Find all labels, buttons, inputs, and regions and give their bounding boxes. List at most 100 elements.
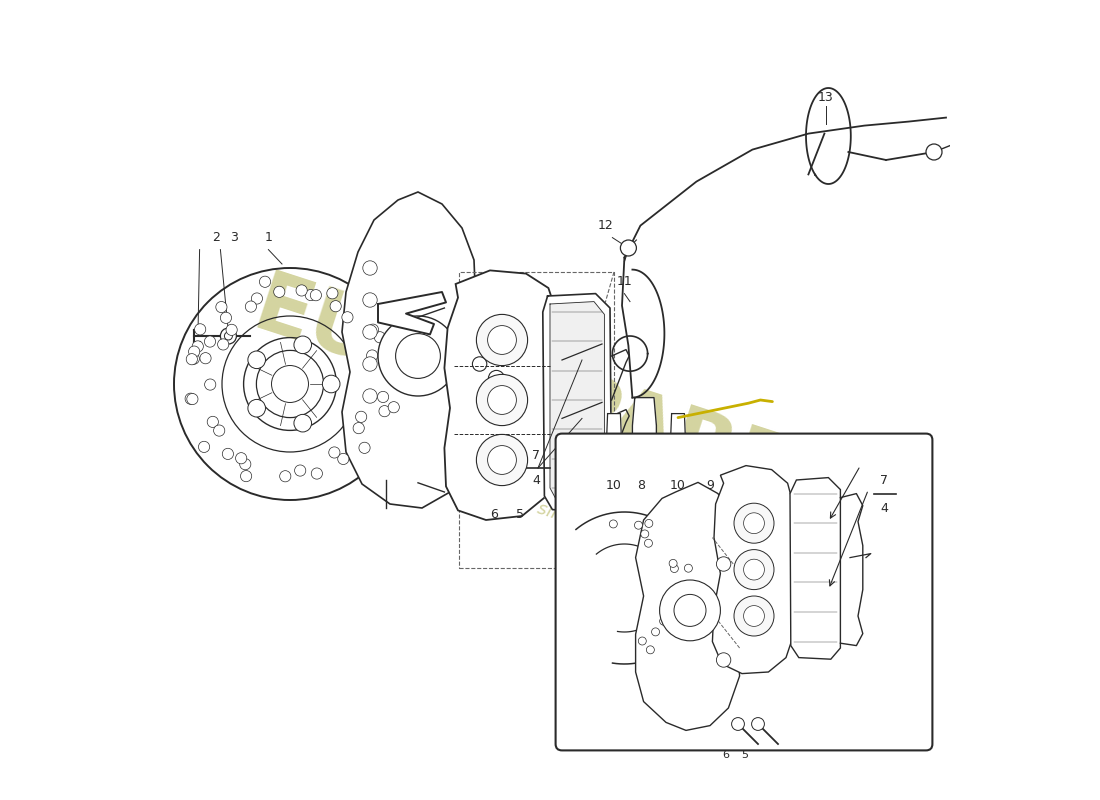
Circle shape [684, 564, 692, 572]
Circle shape [187, 394, 198, 405]
Circle shape [647, 646, 654, 654]
Circle shape [363, 357, 377, 371]
Text: 3: 3 [230, 231, 238, 244]
Circle shape [363, 389, 377, 403]
Circle shape [310, 290, 321, 301]
Circle shape [638, 637, 647, 645]
Circle shape [396, 334, 440, 378]
Text: 4: 4 [532, 474, 540, 486]
Circle shape [732, 718, 745, 730]
Circle shape [260, 276, 271, 287]
Circle shape [188, 346, 200, 358]
Text: 2: 2 [211, 231, 220, 244]
Circle shape [476, 374, 528, 426]
Circle shape [669, 559, 678, 567]
Circle shape [205, 336, 216, 347]
Circle shape [363, 261, 377, 275]
Circle shape [248, 399, 265, 417]
Circle shape [216, 302, 227, 313]
Text: 11: 11 [616, 275, 632, 288]
Circle shape [680, 606, 688, 614]
Circle shape [637, 434, 652, 450]
Circle shape [679, 605, 686, 613]
Circle shape [198, 442, 210, 453]
Circle shape [251, 293, 263, 304]
Polygon shape [606, 414, 621, 454]
Circle shape [311, 468, 322, 479]
Circle shape [388, 402, 399, 413]
Circle shape [241, 470, 252, 482]
Circle shape [222, 448, 233, 459]
Circle shape [645, 539, 652, 547]
Circle shape [367, 324, 378, 335]
Circle shape [353, 422, 364, 434]
Circle shape [476, 314, 528, 366]
Circle shape [684, 584, 693, 592]
Circle shape [744, 559, 764, 580]
Circle shape [474, 281, 493, 300]
Circle shape [218, 339, 229, 350]
Text: 8: 8 [637, 479, 646, 492]
Circle shape [294, 414, 311, 432]
Circle shape [488, 370, 505, 386]
Circle shape [734, 550, 774, 590]
Text: 5: 5 [516, 508, 524, 521]
Circle shape [366, 350, 377, 361]
Circle shape [670, 565, 679, 573]
Circle shape [205, 379, 216, 390]
Circle shape [651, 628, 660, 636]
Circle shape [296, 285, 307, 296]
Circle shape [744, 513, 764, 534]
Circle shape [295, 465, 306, 476]
Text: 1: 1 [264, 231, 273, 244]
Circle shape [487, 326, 516, 354]
Text: 7: 7 [532, 450, 540, 462]
Circle shape [751, 718, 764, 730]
Polygon shape [790, 478, 840, 659]
Polygon shape [542, 294, 612, 512]
Circle shape [279, 470, 290, 482]
Circle shape [245, 301, 256, 312]
Circle shape [338, 454, 349, 465]
Polygon shape [444, 270, 557, 520]
Circle shape [207, 416, 219, 427]
Circle shape [377, 391, 388, 402]
Text: 13: 13 [818, 91, 834, 104]
Text: EUROSPARES: EUROSPARES [243, 266, 857, 534]
Circle shape [680, 614, 688, 622]
Circle shape [378, 316, 458, 396]
Circle shape [926, 144, 942, 160]
Polygon shape [628, 398, 660, 472]
Circle shape [195, 324, 206, 335]
Circle shape [474, 393, 493, 412]
Circle shape [716, 557, 730, 571]
Text: 9: 9 [706, 479, 714, 492]
Circle shape [672, 605, 680, 613]
Circle shape [734, 596, 774, 636]
Polygon shape [378, 292, 446, 334]
Circle shape [645, 519, 652, 527]
Text: 10: 10 [606, 479, 621, 492]
Polygon shape [550, 302, 604, 500]
Circle shape [220, 328, 236, 344]
Polygon shape [670, 414, 686, 454]
Circle shape [342, 312, 353, 323]
Circle shape [200, 353, 211, 364]
Circle shape [363, 293, 377, 307]
Circle shape [378, 406, 390, 417]
Circle shape [674, 594, 706, 626]
Circle shape [476, 434, 528, 486]
Circle shape [641, 530, 649, 538]
Circle shape [327, 288, 338, 299]
Polygon shape [713, 466, 794, 674]
Circle shape [744, 606, 764, 626]
Text: a passion for parts since 1985: a passion for parts since 1985 [370, 446, 634, 546]
Text: 12: 12 [598, 219, 614, 232]
Circle shape [660, 617, 668, 625]
Circle shape [305, 290, 317, 301]
Circle shape [192, 341, 204, 352]
Circle shape [235, 453, 246, 464]
Circle shape [716, 653, 730, 667]
Circle shape [274, 286, 285, 298]
Circle shape [240, 458, 251, 470]
